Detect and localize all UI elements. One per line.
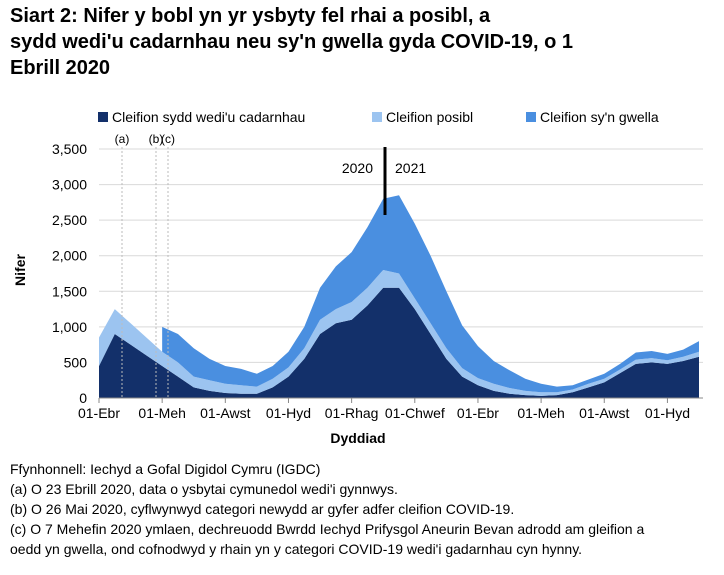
x-tick-label: 01-Ebr [457,405,499,421]
chart-title: Siart 2: Nifer y bobl yn yr ysbyty fel r… [10,5,573,79]
x-tick-label: 01-Awst [579,405,629,421]
y-tick-label: 1,000 [52,319,87,335]
y-tick-label: 500 [64,354,88,370]
footnote: Ffynhonnell: Iechyd a Gofal Digidol Cymr… [10,461,320,477]
legend-swatch [372,112,382,122]
area [99,287,699,398]
footnote: (a) O 23 Ebrill 2020, data o ysbytai cym… [10,481,398,497]
y-tick-label: 0 [79,390,87,406]
y-tick-label: 2,000 [52,248,87,264]
annotation: 2021 [395,160,426,176]
footnote: (b) O 26 Mai 2020, cyflwynwyd categori n… [10,501,514,517]
x-tick-label: 01-Ebr [78,405,120,421]
y-tick-label: 3,500 [52,141,87,157]
legend-label: Cleifion sydd wedi'u cadarnhau [112,109,305,125]
x-tick-label: 01-Awst [200,405,250,421]
legend-label: Cleifion sy'n gwella [540,109,659,125]
x-tick-label: 01-Hyd [266,405,311,421]
legend-swatch [98,112,108,122]
x-axis-label: Dyddiad [330,430,385,446]
x-tick-label: 01-Chwef [385,405,445,421]
footnote: (c) O 7 Mehefin 2020 ymlaen, dechreuodd … [10,521,644,537]
x-tick-label: 01-Meh [138,405,185,421]
annotation: (b) [149,132,164,146]
y-tick-label: 3,000 [52,177,87,193]
y-tick-label: 1,500 [52,283,87,299]
annotation: (c) [161,132,175,146]
y-tick-label: 2,500 [52,212,87,228]
x-tick-label: 01-Hyd [645,405,690,421]
footnote: oedd yn gwella, ond cofnodwyd y rhain yn… [10,541,582,557]
annotation: (a) [115,132,130,146]
legend-swatch [526,112,536,122]
x-tick-label: 01-Rhag [325,405,379,421]
annotation: 2020 [342,160,373,176]
y-axis-label: Nifer [12,254,28,286]
area [162,195,699,393]
legend-label: Cleifion posibl [386,109,473,125]
x-tick-label: 01-Meh [517,405,564,421]
